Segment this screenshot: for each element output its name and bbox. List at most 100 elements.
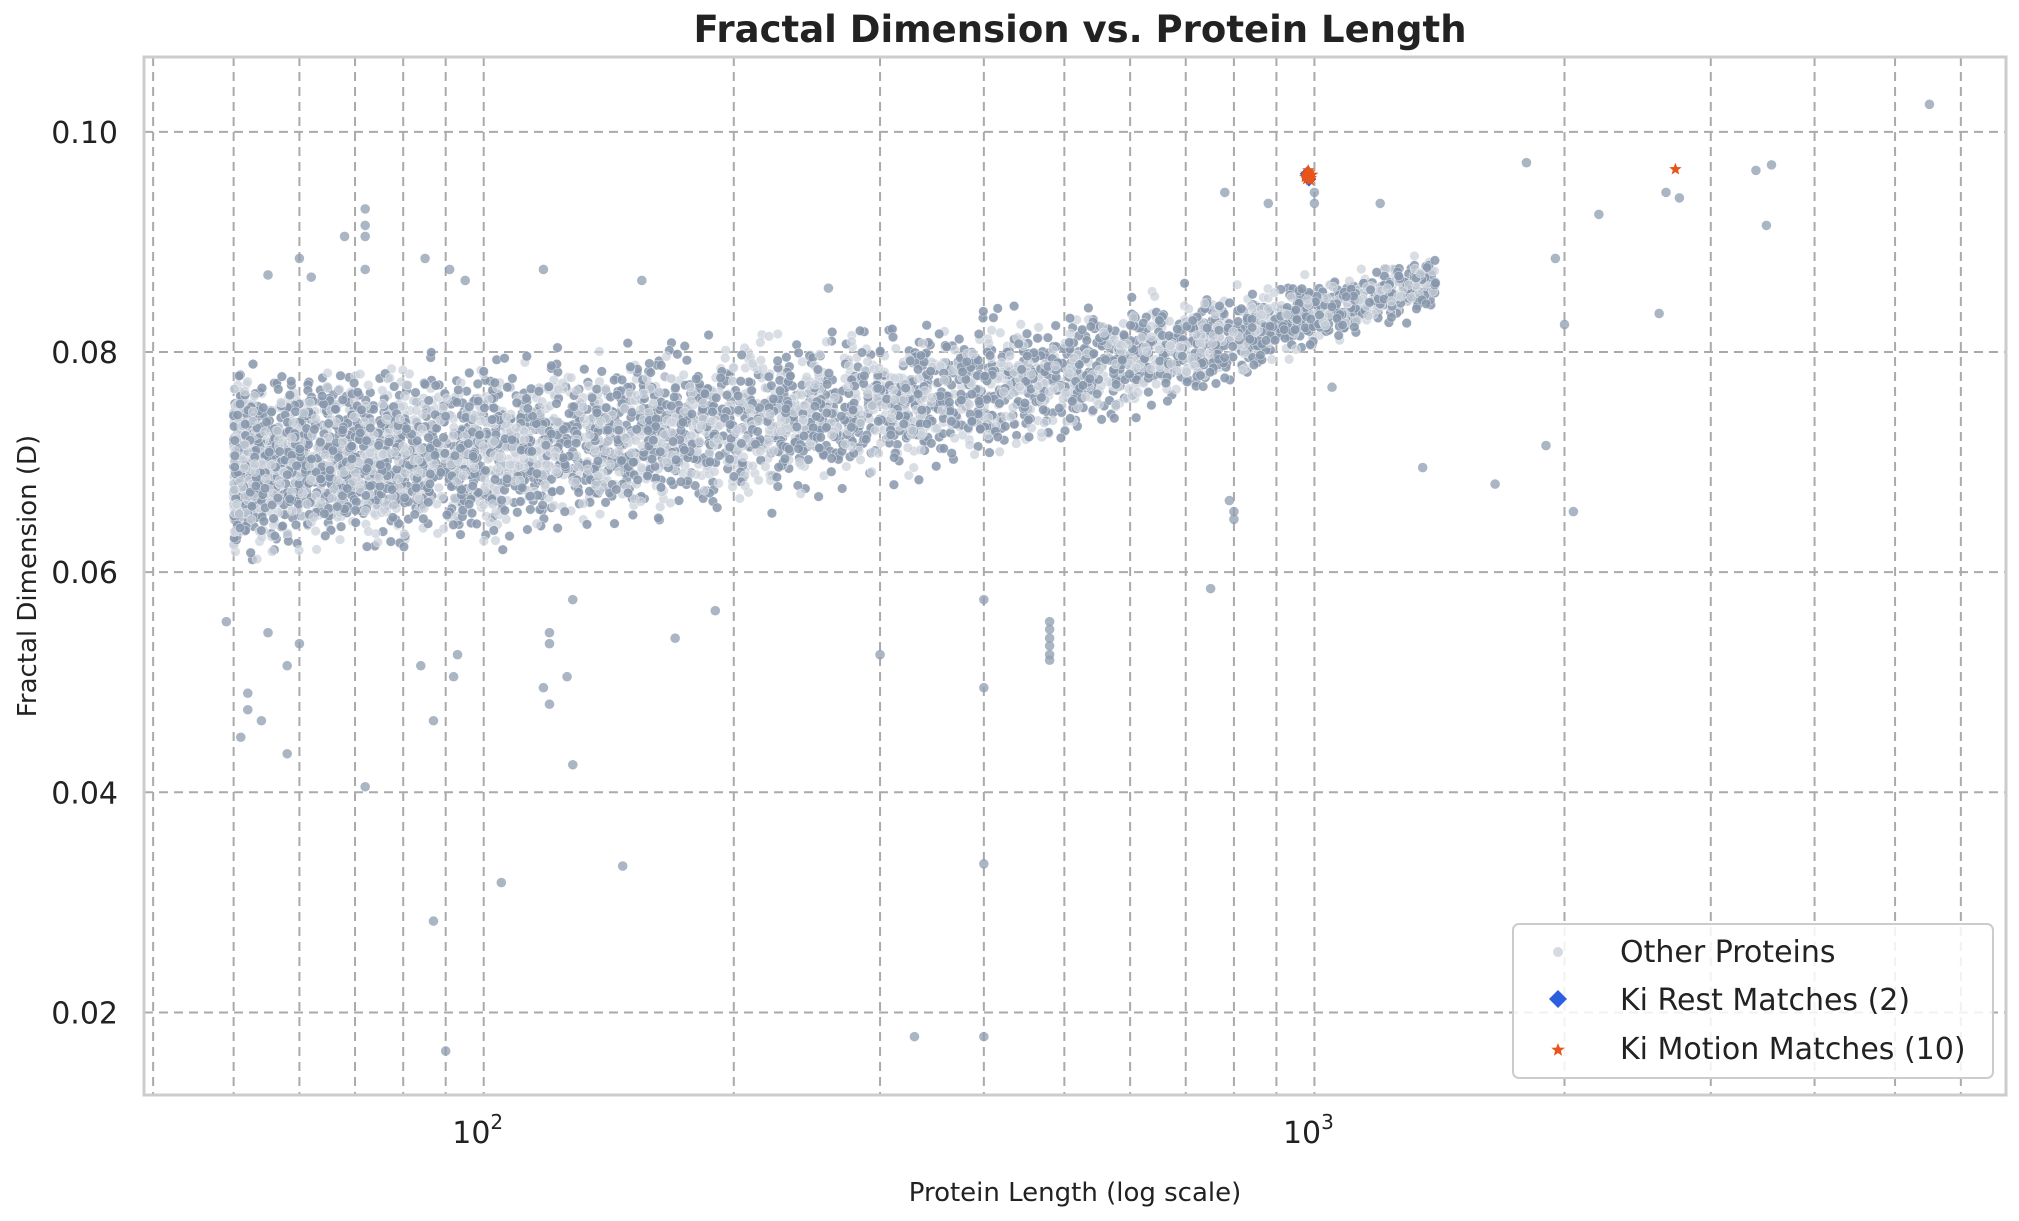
other-protein-point — [1125, 320, 1136, 331]
other-protein-point — [1260, 335, 1272, 346]
other-protein-point — [966, 416, 978, 427]
other-protein-point — [678, 369, 689, 380]
other-protein-point — [900, 383, 911, 394]
other-protein-point — [705, 416, 717, 427]
other-protein-point — [234, 370, 245, 382]
other-protein-point — [983, 338, 994, 349]
other-protein-point — [653, 512, 664, 524]
other-protein-point — [855, 417, 867, 429]
other-protein-point — [796, 389, 807, 401]
other-protein-point — [1232, 279, 1243, 290]
other-protein-point — [398, 541, 410, 552]
other-protein-point — [913, 474, 925, 485]
other-protein-point — [973, 396, 985, 407]
other-protein-point — [439, 448, 450, 459]
other-protein-point — [1021, 328, 1033, 339]
other-protein-point — [577, 401, 589, 413]
other-protein-point — [1050, 320, 1061, 331]
other-protein-point — [423, 432, 434, 443]
other-protein-point — [468, 451, 479, 462]
other-protein-point — [1246, 322, 1258, 333]
other-protein-point — [1094, 365, 1105, 376]
other-protein-point — [866, 466, 877, 477]
other-protein-point — [1247, 303, 1258, 314]
other-protein-point — [1174, 342, 1186, 353]
other-protein-point — [464, 499, 475, 510]
other-protein-point — [594, 346, 605, 357]
other-protein-point — [310, 413, 321, 425]
other-protein-point — [666, 400, 677, 412]
other-protein-point — [1291, 314, 1303, 325]
other-protein-point — [642, 470, 653, 482]
other-protein-point — [1154, 344, 1165, 355]
other-protein-point — [938, 443, 949, 454]
other-protein-point — [448, 519, 459, 530]
other-protein-point — [365, 481, 376, 492]
other-protein-point — [1047, 344, 1058, 355]
other-protein-point — [472, 378, 483, 390]
other-protein-point — [466, 508, 478, 519]
other-protein-point — [1162, 396, 1173, 407]
other-protein-point — [423, 497, 434, 508]
other-protein-point — [594, 508, 606, 520]
other-protein-point — [1109, 413, 1120, 424]
other-protein-point — [502, 382, 513, 393]
other-protein-point — [826, 466, 837, 477]
other-protein-point — [862, 388, 873, 399]
other-protein-point — [242, 376, 253, 387]
other-protein-point — [720, 353, 731, 364]
other-protein-point — [337, 394, 348, 405]
other-protein-point — [875, 345, 886, 357]
other-protein-point — [763, 331, 775, 342]
other-protein-point — [1160, 378, 1171, 389]
other-protein-point — [1151, 379, 1162, 390]
other-protein-point — [592, 455, 604, 467]
other-protein-point — [507, 373, 518, 384]
other-protein-point — [266, 459, 277, 471]
other-protein-point — [847, 404, 859, 416]
other-protein-point — [1068, 353, 1079, 364]
other-protein-point — [1008, 301, 1020, 312]
other-protein-point — [1283, 354, 1295, 365]
other-protein-point — [1210, 378, 1222, 389]
other-protein-point — [1130, 412, 1142, 423]
other-protein-point — [686, 430, 697, 441]
other-protein-point — [481, 511, 492, 522]
other-protein-point — [763, 436, 774, 447]
other-protein-point — [441, 509, 453, 521]
other-protein-point — [478, 499, 489, 511]
other-protein-point — [1247, 289, 1258, 300]
other-protein-point — [355, 483, 366, 494]
other-protein-point — [661, 457, 673, 468]
other-protein-point — [746, 385, 757, 396]
other-protein-point — [1022, 350, 1033, 362]
other-protein-point — [275, 479, 286, 490]
other-protein-point — [412, 466, 424, 477]
other-protein-point — [986, 325, 997, 336]
other-protein-point — [590, 480, 601, 491]
other-protein-point — [1305, 313, 1316, 325]
other-protein-point — [954, 334, 965, 345]
other-protein-point — [609, 518, 620, 529]
other-protein-point — [793, 347, 804, 359]
other-protein-point — [1281, 309, 1292, 320]
other-protein-point — [308, 512, 319, 523]
other-protein-point — [378, 449, 389, 460]
other-protein-point — [489, 377, 500, 388]
other-protein-point — [917, 338, 929, 349]
other-protein-point — [400, 391, 411, 402]
other-protein-point — [305, 474, 317, 486]
other-protein-point — [811, 411, 822, 422]
other-protein-point — [870, 425, 881, 436]
other-protein-point — [559, 506, 570, 517]
other-protein-point — [1299, 269, 1310, 280]
other-protein-point — [269, 530, 281, 542]
other-protein-point — [1039, 417, 1050, 429]
other-protein-point — [984, 447, 995, 458]
other-protein-point — [525, 491, 536, 502]
other-protein-point — [611, 389, 623, 401]
other-protein-point — [570, 477, 581, 488]
other-protein-point — [1326, 301, 1337, 312]
other-protein-point — [736, 349, 747, 361]
other-protein-point — [1371, 267, 1382, 278]
